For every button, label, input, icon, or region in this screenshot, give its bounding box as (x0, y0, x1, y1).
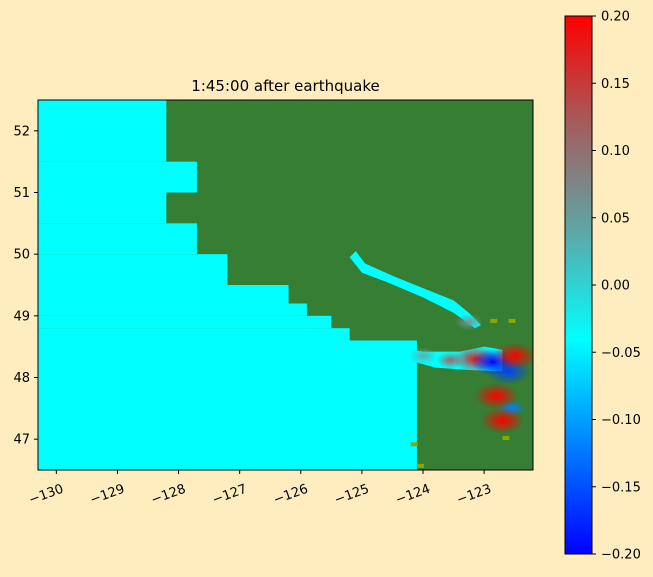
strait-of-georgia (349, 251, 482, 329)
land-fringe (410, 442, 418, 447)
y-tick-label: 50 (13, 248, 30, 263)
colorbar-tick-label: 0.00 (601, 279, 630, 294)
ocean-band (38, 303, 307, 316)
y-tick-label: 49 (13, 309, 30, 324)
colorbar-tick-label: −0.15 (601, 480, 641, 495)
ocean-band (38, 254, 228, 285)
land-fringe (508, 318, 516, 323)
x-tick-label: −127 (210, 482, 249, 508)
colorbar-tick-label: −0.10 (601, 413, 641, 428)
land-fringe (490, 318, 498, 323)
x-tick-label: −130 (27, 482, 66, 508)
x-tick-label: −128 (149, 482, 188, 508)
land-fringe (502, 436, 510, 441)
ocean-band (38, 328, 350, 341)
colorbar (564, 15, 593, 555)
y-axis: 47 48 49 50 51 52 (13, 124, 38, 448)
y-tick-label: 51 (13, 186, 30, 201)
ocean-band (38, 161, 197, 193)
amplitude-feature (436, 351, 465, 369)
colorbar-tick-label: 0.05 (601, 211, 630, 226)
amplitude-feature (492, 342, 533, 370)
x-tick-label: −126 (271, 482, 310, 508)
ocean-band (38, 100, 167, 162)
ocean-band (38, 285, 289, 304)
amplitude-feature (409, 347, 437, 365)
plot-frame (37, 99, 534, 471)
ocean-band (38, 315, 332, 329)
amplitude-feature (474, 382, 519, 410)
ocean-band (38, 192, 167, 224)
colorbar-tick-label: 0.10 (601, 144, 630, 159)
amplitude-feature (454, 313, 483, 331)
y-tick-label: 47 (13, 433, 30, 448)
land-fringe (416, 463, 424, 468)
colorbar-tick-label: −0.05 (601, 346, 641, 361)
ocean-band (38, 223, 197, 255)
x-tick-label: −124 (394, 482, 433, 508)
chart-title: 1:45:00 after earthquake (191, 77, 379, 95)
x-axis: −130 −129 −128 −127 −126 −125 −124 −123 (27, 470, 493, 508)
y-tick-label: 52 (13, 124, 30, 139)
amplitude-feature (480, 407, 525, 434)
y-tick-label: 48 (13, 371, 30, 386)
x-tick-label: −129 (88, 482, 127, 508)
map-plot-area (37, 99, 534, 471)
colorbar-gradient (564, 15, 593, 555)
ocean-band (38, 340, 417, 470)
x-tick-label: −125 (333, 482, 372, 508)
colorbar-axis: 0.20 0.15 0.10 0.05 0.00 −0.05 −0.10 −0.15 −0.20 (592, 10, 641, 563)
x-tick-label: −123 (455, 482, 494, 508)
colorbar-tick-label: 0.15 (601, 77, 630, 92)
colorbar-tick-label: −0.20 (601, 548, 641, 563)
colorbar-tick-label: 0.20 (601, 10, 630, 25)
